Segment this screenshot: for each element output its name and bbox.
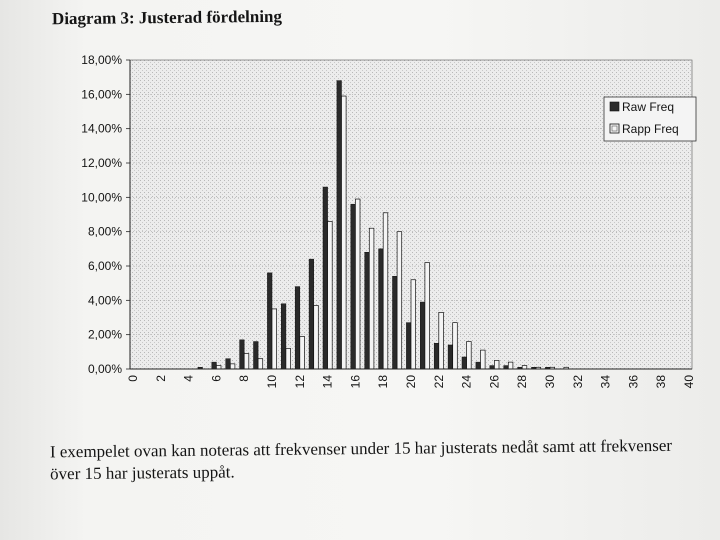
bar-raw-freq [475, 361, 481, 370]
bar-rapp-freq [368, 227, 375, 370]
bar-rapp-freq [327, 221, 333, 370]
x-tick-label: 10 [265, 375, 279, 389]
bar-raw-freq [406, 322, 412, 370]
x-tick-label: 30 [543, 375, 557, 389]
bar-rapp-freq [424, 262, 430, 370]
bar-rapp-freq [410, 279, 416, 370]
bars [197, 80, 569, 370]
bar-raw-freq [336, 80, 342, 370]
bar-rapp-freq [313, 305, 319, 370]
bar-rapp-freq [285, 348, 291, 370]
bar-raw-freq [239, 339, 245, 370]
bar-rapp-freq [521, 365, 528, 370]
legend: Raw Freq Rapp Freq [603, 96, 697, 142]
bar-rapp-freq [355, 198, 361, 370]
bar-raw-freq [489, 365, 495, 370]
bar-rapp-freq [299, 336, 305, 370]
bar-rapp-freq [452, 322, 458, 370]
x-tick-label: 8 [237, 375, 251, 382]
bar-raw-freq [211, 361, 217, 370]
bar-raw-freq [420, 301, 426, 370]
caption-paragraph: I exempelet ovan kan noteras att frekven… [49, 435, 673, 484]
x-tick-label: 22 [432, 375, 446, 389]
x-tick-label: 26 [487, 375, 501, 389]
x-tick-label: 12 [293, 375, 307, 389]
bar-raw-freq [378, 248, 384, 370]
x-tick-label: 2 [154, 375, 168, 382]
y-tick-label: 12,00% [81, 156, 122, 170]
bar-rapp-freq [396, 231, 403, 370]
bar-raw-freq [364, 252, 370, 370]
y-tick-label: 14,00% [81, 122, 122, 136]
bar-chart: 0,00% 2,00% 4,00% 6,00% 8,00% 10,00% 12,00% 14,… [81, 53, 697, 389]
bar-raw-freq [267, 272, 273, 370]
bar-rapp-freq [216, 365, 222, 370]
bar-raw-freq [294, 286, 301, 370]
bar-rapp-freq [341, 95, 347, 370]
x-tick-label: 14 [321, 375, 335, 389]
bar-raw-freq [392, 276, 398, 370]
legend-swatch-raw [609, 101, 620, 112]
y-tick-label: 16,00% [81, 87, 122, 101]
x-tick-label: 34 [599, 375, 613, 389]
bar-rapp-freq [243, 353, 250, 370]
gridlines [130, 59, 692, 335]
bar-rapp-freq [382, 212, 389, 370]
bar-raw-freq [225, 358, 231, 370]
x-tick-label: 40 [682, 375, 696, 389]
bar-raw-freq [503, 365, 509, 370]
y-tick-label: 6,00% [88, 259, 122, 273]
bar-raw-freq [281, 303, 287, 370]
bar-raw-freq [322, 186, 328, 370]
x-tick-label: 4 [182, 375, 196, 382]
y-axis-ticks: 0,00% 2,00% 4,00% 6,00% 8,00% 10,00% 12,00% 14,… [81, 53, 130, 376]
bar-rapp-freq [438, 312, 444, 370]
legend-label-rapp: Rapp Freq [622, 122, 679, 136]
x-tick-label: 6 [209, 375, 223, 382]
legend-box [603, 96, 697, 142]
x-axis-ticks: 0 2 4 6 8 10 12 14 16 18 20 22 24 26 28 30 32 34 36 38 40 [126, 375, 696, 389]
y-tick-label: 8,00% [88, 225, 122, 239]
x-tick-label: 16 [348, 375, 362, 389]
x-tick-label: 24 [460, 375, 474, 389]
bar-rapp-freq [257, 358, 264, 370]
bar-rapp-freq [480, 349, 486, 370]
x-tick-label: 18 [376, 375, 390, 389]
legend-swatch-rapp [609, 123, 620, 134]
bar-raw-freq [308, 258, 314, 370]
bar-rapp-freq [494, 360, 500, 370]
y-tick-label: 18,00% [81, 53, 122, 67]
bar-rapp-freq [466, 341, 472, 370]
legend-label-raw: Raw Freq [622, 100, 674, 114]
x-tick-label: 32 [571, 375, 585, 389]
x-tick-label: 38 [654, 375, 668, 389]
bar-raw-freq [253, 341, 259, 370]
bar-raw-freq [447, 344, 453, 370]
bar-rapp-freq [229, 363, 236, 370]
bar-raw-freq [433, 343, 440, 370]
y-tick-label: 0,00% [88, 362, 122, 376]
bar-raw-freq [461, 356, 467, 370]
y-tick-label: 2,00% [88, 328, 122, 342]
bar-raw-freq [350, 203, 356, 370]
x-tick-label: 0 [126, 375, 140, 382]
x-tick-label: 36 [626, 375, 640, 389]
y-tick-label: 10,00% [81, 190, 122, 204]
bar-rapp-freq [507, 361, 514, 370]
x-tick-label: 20 [404, 375, 418, 389]
bar-rapp-freq [271, 308, 277, 370]
x-tick-label: 28 [515, 375, 529, 389]
legend-swatch-rapp-inner [611, 125, 618, 132]
y-tick-label: 4,00% [88, 293, 122, 307]
